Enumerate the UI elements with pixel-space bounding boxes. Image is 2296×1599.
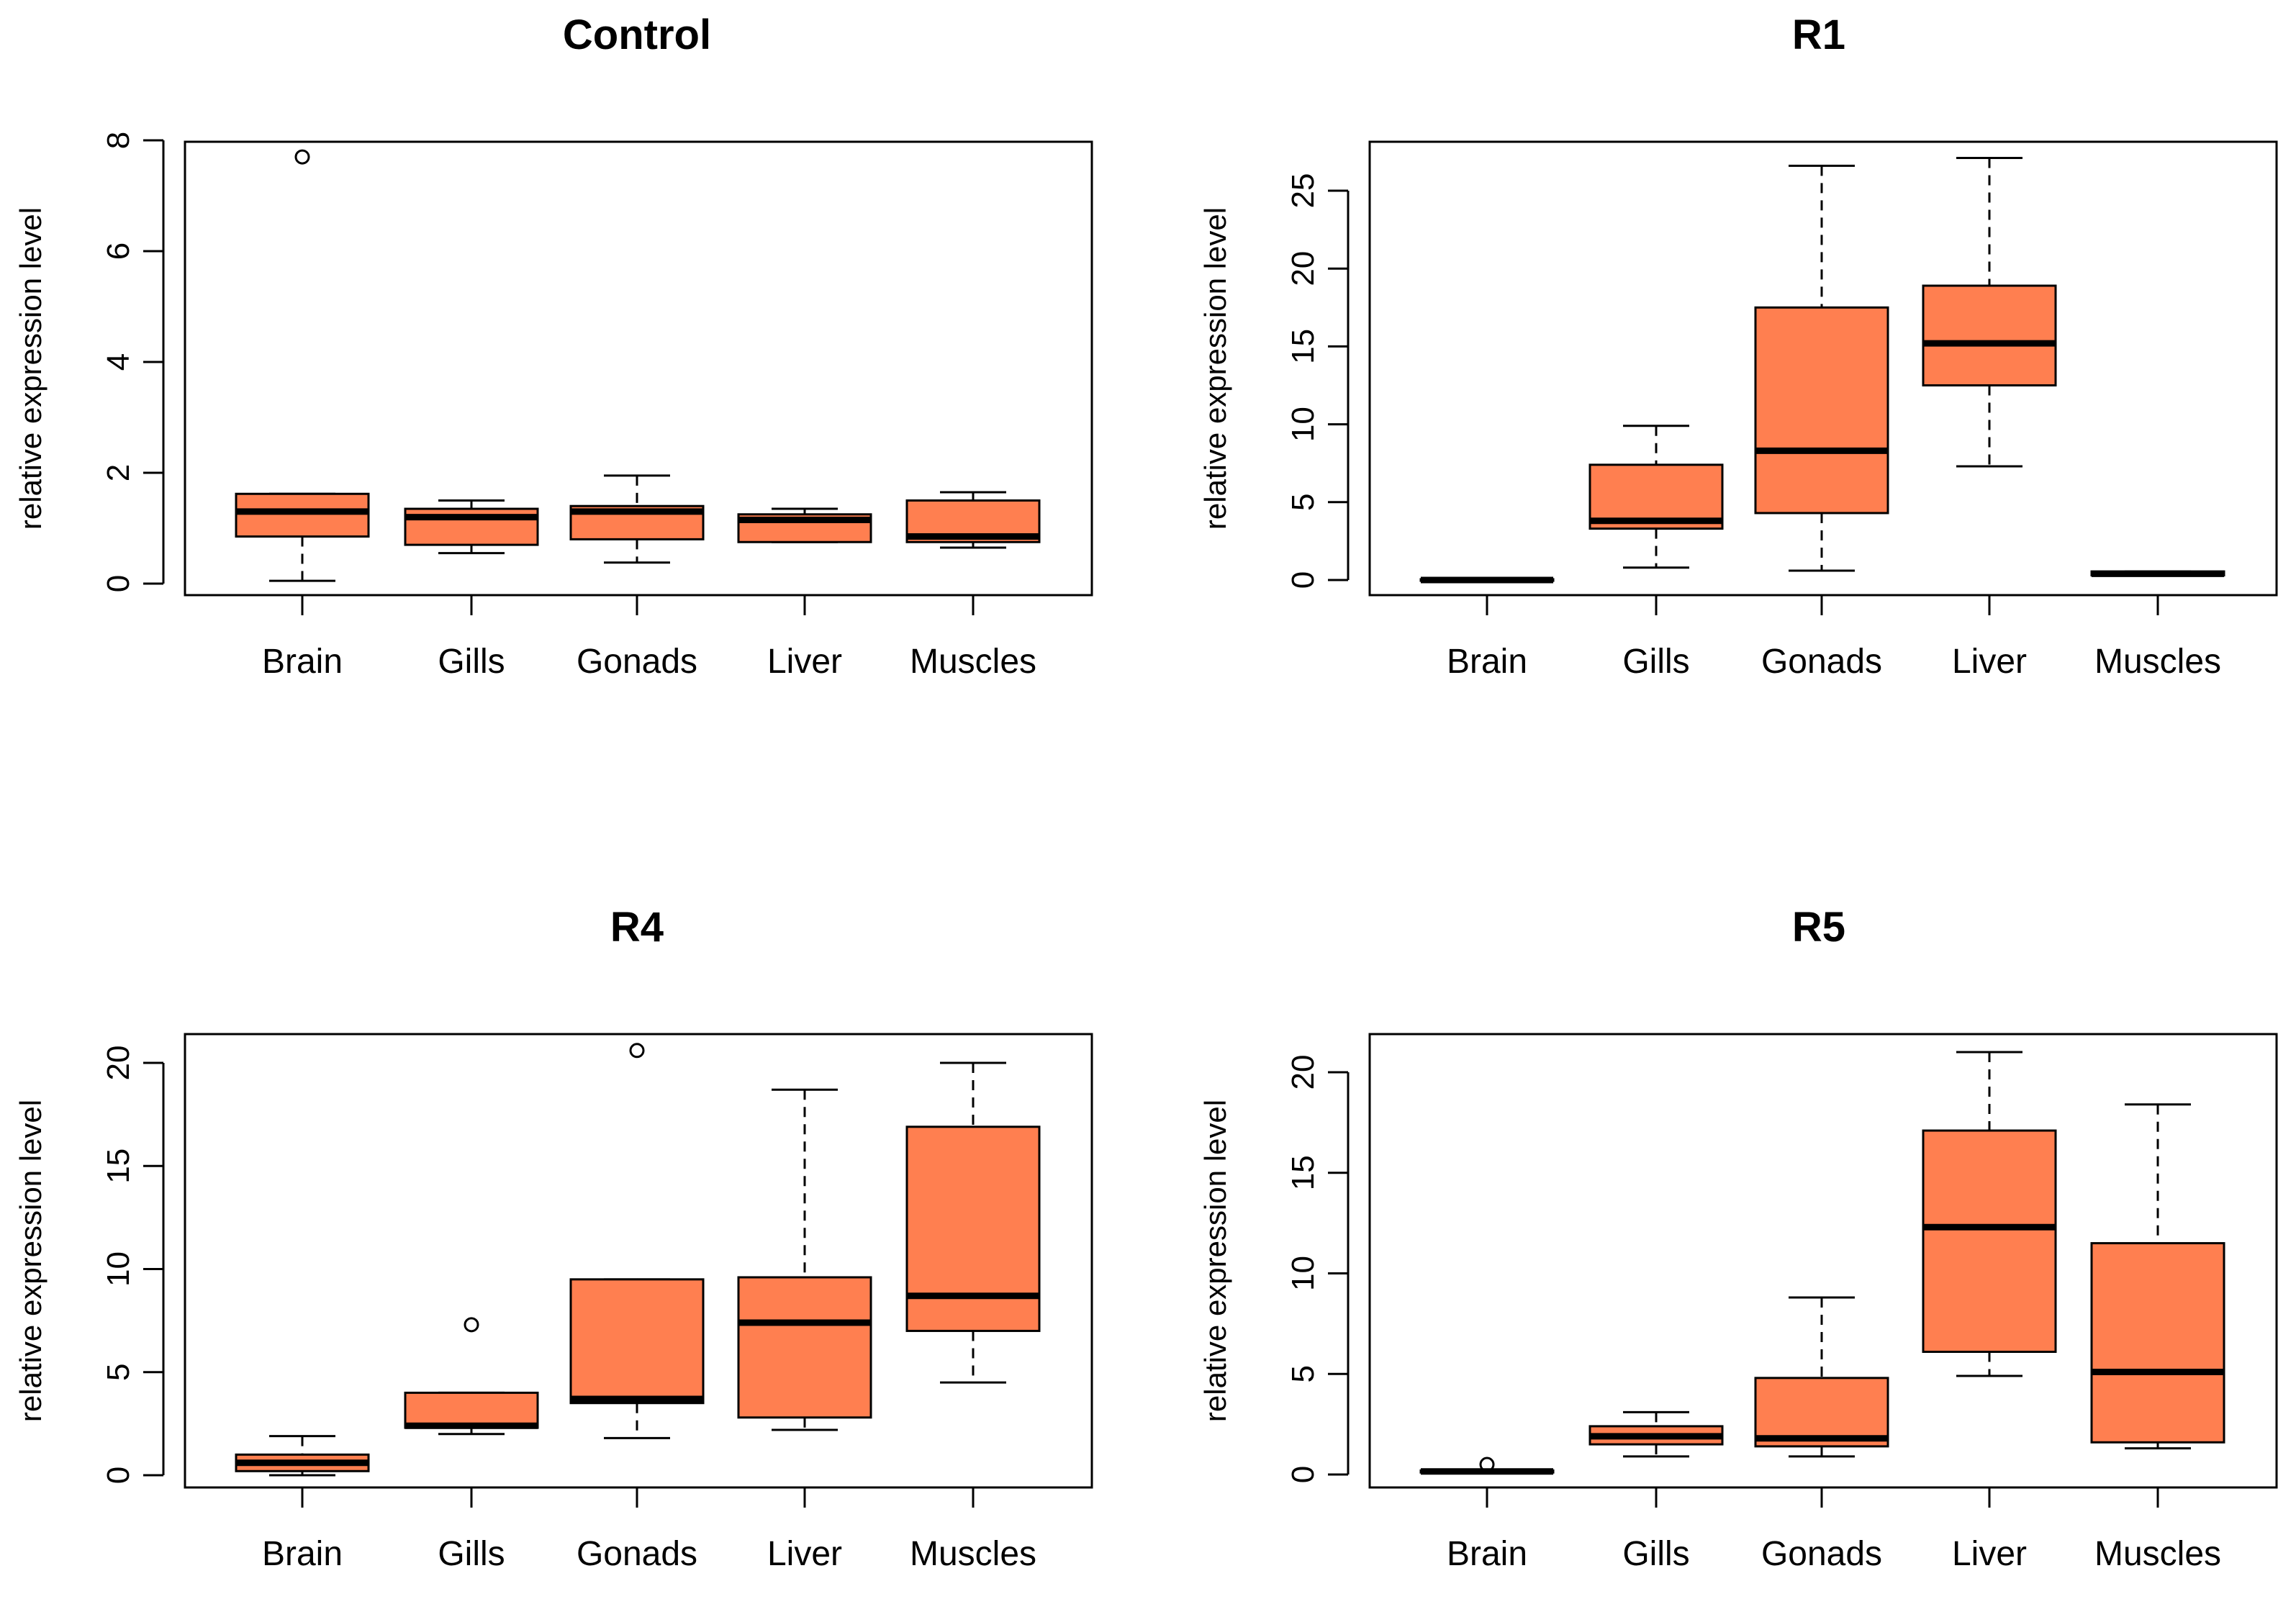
x-tick-label: Gills [438,1535,505,1573]
box-gonads [1754,306,1889,515]
y-tick-label: 25 [1285,173,1321,209]
outlier-point [629,1043,645,1059]
y-tick-label: 20 [1285,1055,1321,1090]
x-tick-label: Gills [1622,1535,1689,1573]
y-tick-label: 10 [1285,1256,1321,1291]
x-tick-label: Brain [262,1535,343,1573]
y-tick-label: 5 [1285,1365,1321,1382]
y-tick-label: 5 [1285,494,1321,511]
x-tick-label: Liver [1952,1535,2027,1573]
chart-title: R4 [610,904,664,951]
x-tick-label: Liver [767,1535,842,1573]
y-tick-label: 10 [1285,407,1321,442]
x-tick-label: Gonads [577,1535,697,1573]
y-tick-label: 0 [101,575,136,592]
box-gills [404,1391,539,1429]
chart-title: R5 [1792,904,1845,951]
plot-frame [1368,140,2278,597]
x-tick-label: Gills [438,643,505,681]
x-tick-label: Brain [1447,643,1527,681]
plot-frame [184,1033,1093,1489]
outlier-point [464,1317,479,1333]
box-liver [1922,284,2057,386]
plot-frame [1368,1033,2278,1489]
x-tick-label: Gonads [1761,643,1882,681]
y-tick-label: 0 [1285,571,1321,589]
x-tick-label: Muscles [2094,1535,2221,1573]
x-tick-label: Brain [1447,1535,1527,1573]
box-gonads [569,1278,705,1405]
box-brain [235,492,370,538]
y-tick-label: 2 [101,464,136,481]
y-tick-label: 8 [101,132,136,149]
box-liver [1922,1129,2057,1354]
y-axis-label: relative expression level [1198,207,1232,530]
x-tick-label: Muscles [2094,643,2221,681]
x-tick-label: Liver [1952,643,2027,681]
chart-title: R1 [1792,12,1845,58]
x-tick-label: Muscles [910,1535,1036,1573]
outlier-point [294,149,310,165]
y-tick-label: 20 [101,1046,136,1081]
y-axis-label: relative expression level [14,1100,48,1422]
y-tick-label: 0 [1285,1466,1321,1483]
outlier-point [1479,1457,1495,1472]
x-tick-label: Brain [262,643,343,681]
x-tick-label: Liver [767,643,842,681]
y-tick-label: 15 [1285,1155,1321,1190]
y-tick-label: 10 [101,1251,136,1287]
y-tick-label: 6 [101,243,136,260]
plot-frame [184,140,1093,597]
y-tick-label: 5 [101,1364,136,1381]
y-tick-label: 15 [101,1149,136,1184]
box-gonads [1754,1377,1889,1448]
y-axis-label: relative expression level [14,207,48,530]
box-muscles [905,1125,1041,1332]
y-axis-label: relative expression level [1198,1100,1232,1422]
y-tick-label: 20 [1285,251,1321,286]
x-tick-label: Gills [1622,643,1689,681]
y-tick-label: 15 [1285,329,1321,364]
chart-title: Control [563,12,711,58]
y-tick-label: 0 [101,1467,136,1484]
y-tick-label: 4 [101,353,136,371]
x-tick-label: Gonads [1761,1535,1882,1573]
x-tick-label: Gonads [577,643,697,681]
box-liver [737,1276,872,1419]
box-muscles [2090,1242,2225,1444]
x-tick-label: Muscles [910,643,1036,681]
